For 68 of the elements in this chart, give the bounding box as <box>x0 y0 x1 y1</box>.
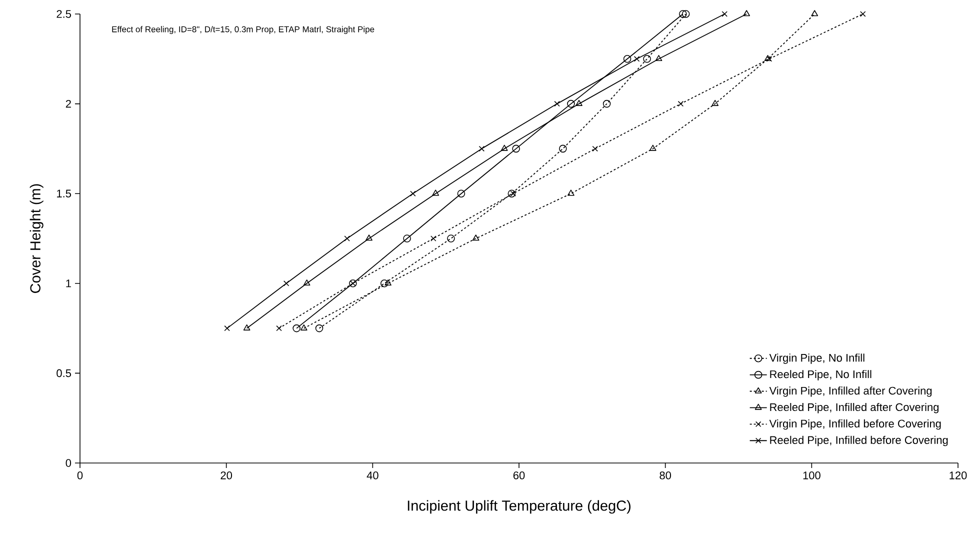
x-tick-label: 20 <box>220 472 232 480</box>
point <box>623 54 632 63</box>
point <box>634 56 640 62</box>
point <box>860 11 866 17</box>
x-tick-label: 80 <box>660 472 672 480</box>
y-tick-label: 2.5 <box>56 10 72 18</box>
point <box>500 144 508 151</box>
point <box>303 280 310 286</box>
point <box>478 146 485 152</box>
point <box>766 56 772 62</box>
point <box>655 54 662 62</box>
point <box>384 280 392 286</box>
point <box>811 10 818 16</box>
point <box>764 54 772 62</box>
point <box>292 324 300 332</box>
x-tick-label: 100 <box>803 472 820 480</box>
point <box>457 190 466 198</box>
x-axis-title: Incipient Uplift Temperature (degC) <box>408 500 630 514</box>
legend-label: Virgin Pipe, Infilled after Covering <box>769 386 932 397</box>
point <box>743 10 750 16</box>
point <box>300 324 308 330</box>
point <box>243 324 250 330</box>
point <box>283 280 290 286</box>
point <box>315 324 324 332</box>
point <box>430 236 436 242</box>
point <box>403 234 411 242</box>
point <box>576 100 582 106</box>
point <box>722 11 728 17</box>
point <box>559 144 567 153</box>
point <box>344 236 350 242</box>
legend-label: Reeled Pipe, Infilled before Covering <box>770 436 948 446</box>
y-tick-label: 1.5 <box>57 190 72 198</box>
legend-label: Reeled Pipe, No Infill <box>770 370 872 380</box>
y-tick-label: 1 <box>66 280 71 288</box>
point <box>276 325 282 332</box>
point <box>568 190 574 196</box>
legend-label: Virgin Pipe, Infilled before Covering <box>769 419 941 430</box>
point <box>510 190 516 196</box>
point <box>410 190 416 196</box>
x-tick-label: 0 <box>77 472 83 480</box>
point <box>366 234 372 241</box>
point <box>512 144 520 153</box>
point <box>380 280 388 288</box>
point <box>712 100 719 106</box>
point <box>508 190 516 198</box>
x-tick-label: 60 <box>513 472 525 480</box>
point <box>679 10 687 18</box>
point <box>567 100 575 108</box>
y-tick-label: 0 <box>66 459 72 467</box>
point <box>432 190 440 196</box>
point <box>678 100 684 107</box>
x-tick-label: 40 <box>366 472 378 480</box>
y-tick-label: 2 <box>66 100 71 108</box>
legend-label: Virgin Pipe, No Infill <box>769 354 864 364</box>
point <box>592 146 598 152</box>
point <box>643 54 651 63</box>
y-tick-label: 0.5 <box>56 369 72 378</box>
point <box>602 100 611 108</box>
point <box>682 10 690 18</box>
point <box>224 325 230 332</box>
point <box>649 144 656 151</box>
point <box>447 234 455 242</box>
point <box>554 100 560 107</box>
point <box>472 234 480 241</box>
x-tick-label: 120 <box>950 472 967 480</box>
y-axis-title: Cover Height (m) <box>30 184 44 293</box>
annotation: Effect of Reeling, ID=8", D/t=15, 0.3m Prop, ETAP Matrl, Straight Pipe <box>112 26 374 34</box>
legend-label: Reeled Pipe, Infilled after Covering <box>770 402 939 414</box>
